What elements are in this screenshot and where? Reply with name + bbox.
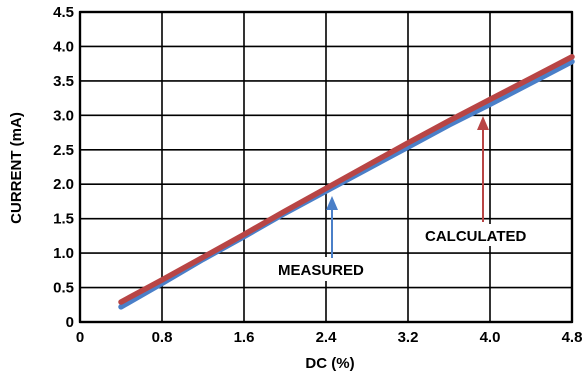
x-tick-label: 3.2 <box>398 329 419 346</box>
annotation-label-measured: MEASURED <box>278 262 364 279</box>
y-tick-label: 4.0 <box>53 38 74 55</box>
y-tick-label: 3.5 <box>53 73 74 90</box>
x-tick-label: 1.6 <box>234 329 255 346</box>
series-group <box>118 54 575 310</box>
y-tick-label: 0.5 <box>53 280 74 297</box>
annotations-group: MEASURED CALCULATED <box>278 116 527 279</box>
annotation-arrow-head <box>477 116 489 130</box>
x-tick-label: 0 <box>76 329 84 346</box>
y-axis-title: CURRENT (mA) <box>8 112 25 224</box>
annotation-arrow-head <box>326 196 338 210</box>
y-tick-label: 2.0 <box>53 176 74 193</box>
grid <box>78 10 574 324</box>
y-tick-label: 3.0 <box>53 107 74 124</box>
y-tick-label: 2.5 <box>53 142 74 159</box>
x-tick-label: 2.4 <box>316 329 338 346</box>
x-tick-label: 4.8 <box>562 329 583 346</box>
x-tick-label: 0.8 <box>152 329 173 346</box>
annotation-label-calculated: CALCULATED <box>425 228 527 245</box>
x-axis-title: DC (%) <box>305 355 354 372</box>
y-tick-label: 1.5 <box>53 211 74 228</box>
annotation-label-background <box>272 257 390 281</box>
y-tick-label: 4.5 <box>53 4 74 21</box>
series-line-calculated <box>118 54 575 305</box>
y-tick-label: 1.0 <box>53 245 74 262</box>
tick-labels-group: 0 0.8 1.6 2.4 3.2 4.0 4.8 0 0.5 1.0 1.5 2.0 2.5 3.0 3.… <box>53 4 582 346</box>
x-tick-label: 4.0 <box>480 329 501 346</box>
annotation-label-background <box>420 224 560 246</box>
plot-frame <box>78 10 574 324</box>
y-tick-label: 0 <box>66 314 74 331</box>
